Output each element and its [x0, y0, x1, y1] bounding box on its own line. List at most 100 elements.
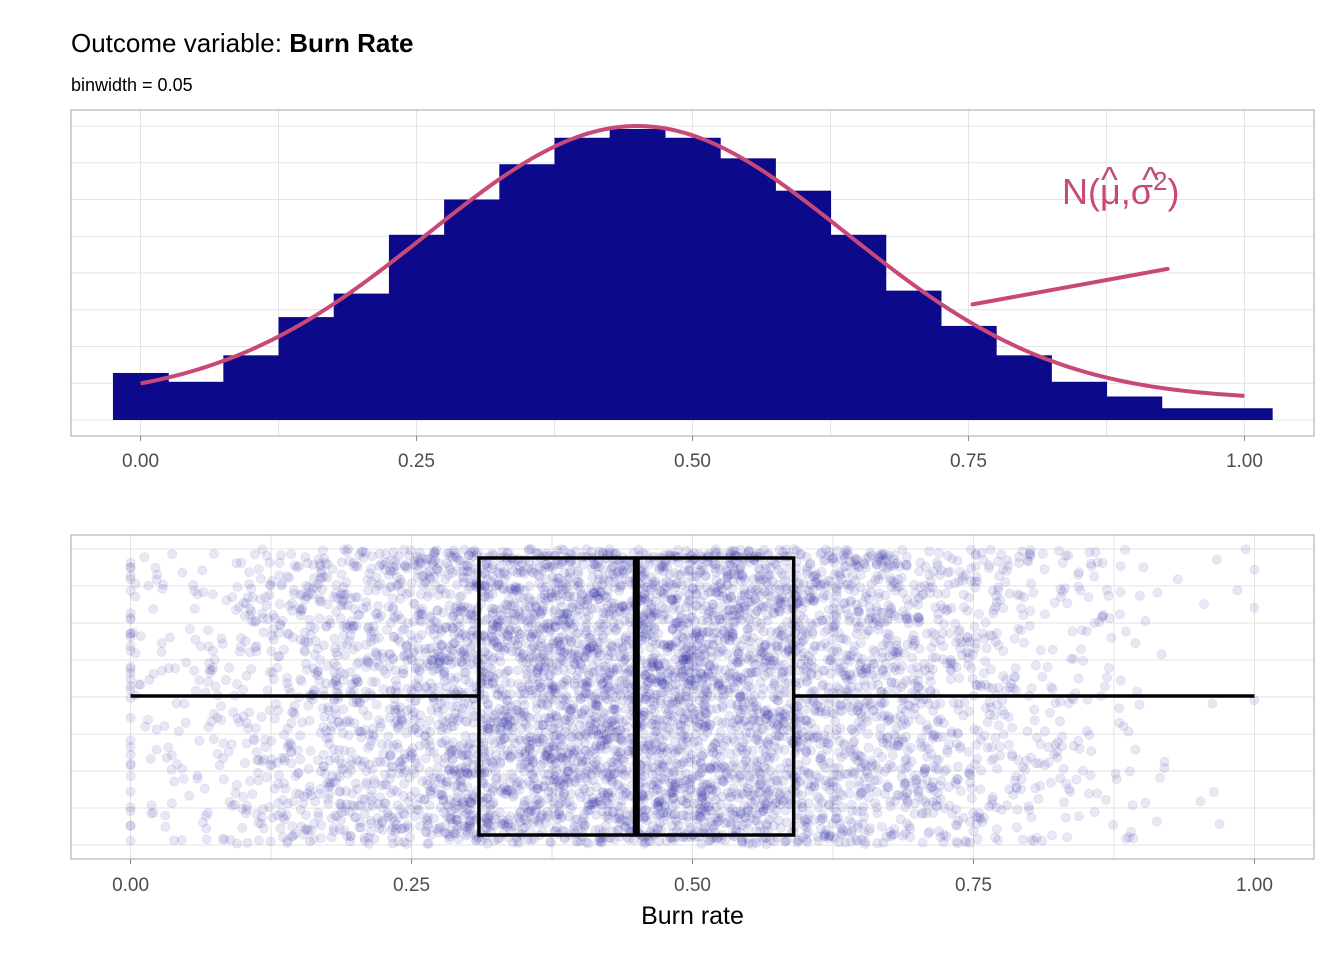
data-point — [286, 549, 297, 560]
data-point — [798, 613, 809, 624]
data-point — [1010, 663, 1021, 674]
data-point — [1071, 774, 1082, 785]
data-point — [322, 660, 333, 671]
data-point — [706, 805, 717, 816]
data-point — [203, 625, 214, 636]
data-point — [742, 823, 753, 834]
data-point — [871, 615, 882, 626]
data-point — [765, 626, 776, 637]
data-point — [674, 777, 685, 788]
data-point — [726, 628, 737, 639]
data-point — [207, 589, 218, 600]
data-point — [451, 579, 462, 590]
data-point — [580, 721, 591, 732]
data-point — [647, 820, 658, 831]
data-point — [850, 767, 861, 778]
data-point — [772, 775, 783, 786]
annotation-close: ) — [1167, 171, 1179, 212]
data-point — [758, 796, 769, 807]
data-point — [1058, 797, 1069, 808]
data-point — [1060, 550, 1071, 561]
data-point — [763, 710, 774, 721]
data-point — [669, 766, 680, 777]
data-point — [990, 832, 1001, 843]
data-point — [828, 769, 839, 780]
data-point — [778, 571, 789, 582]
data-point — [677, 735, 688, 746]
data-point — [415, 589, 426, 600]
data-point — [993, 556, 1004, 567]
data-point — [828, 553, 839, 564]
data-point — [192, 770, 203, 781]
data-point — [299, 645, 310, 656]
data-point — [463, 740, 474, 751]
data-point — [603, 694, 614, 705]
data-point — [875, 723, 886, 734]
data-point — [661, 793, 672, 804]
data-point — [668, 793, 679, 804]
data-point — [566, 664, 577, 675]
data-point — [384, 751, 395, 762]
data-point — [591, 796, 602, 807]
data-point — [1089, 807, 1100, 818]
data-point — [876, 821, 887, 832]
data-point — [840, 837, 851, 848]
data-point — [930, 629, 941, 640]
data-point — [662, 746, 673, 757]
data-point — [189, 665, 200, 676]
data-point — [430, 580, 441, 591]
histogram-bar — [609, 128, 666, 420]
data-point — [366, 631, 377, 642]
data-point — [932, 715, 943, 726]
data-point — [991, 824, 1002, 835]
data-point — [1068, 653, 1079, 664]
data-point — [210, 681, 221, 692]
data-point — [993, 582, 1004, 593]
data-point — [846, 817, 857, 828]
data-point — [380, 564, 391, 575]
data-point — [553, 559, 564, 570]
histogram-bar — [499, 164, 556, 420]
data-point — [924, 546, 935, 557]
data-point — [400, 719, 411, 730]
data-point — [687, 628, 698, 639]
data-point — [1068, 741, 1079, 752]
data-point — [709, 621, 720, 632]
data-point — [955, 743, 966, 754]
data-point — [803, 651, 814, 662]
data-point — [256, 712, 267, 723]
data-point — [125, 614, 136, 625]
histogram-bar — [664, 137, 721, 420]
data-point — [574, 788, 585, 799]
annotation-sigma: σ — [1131, 171, 1153, 212]
data-point — [380, 557, 391, 568]
data-point — [295, 610, 306, 621]
data-point — [714, 590, 725, 601]
data-point — [931, 795, 942, 806]
data-point — [125, 571, 136, 582]
data-point — [1007, 722, 1018, 733]
data-point — [749, 755, 760, 766]
data-point — [414, 547, 425, 558]
data-point — [643, 668, 654, 679]
data-point — [569, 580, 580, 591]
data-point — [338, 621, 349, 632]
data-point — [1081, 626, 1092, 637]
data-point — [581, 619, 592, 630]
data-point — [595, 740, 606, 751]
data-point — [443, 764, 454, 775]
data-point — [232, 582, 243, 593]
data-point — [1090, 547, 1101, 558]
data-point — [686, 652, 697, 663]
data-point — [314, 613, 325, 624]
data-point — [125, 628, 136, 639]
data-point — [676, 631, 687, 642]
data-point — [388, 654, 399, 665]
data-point — [934, 570, 945, 581]
data-point — [299, 636, 310, 647]
data-point — [591, 717, 602, 728]
data-point — [752, 735, 763, 746]
data-point — [148, 668, 159, 679]
histogram-bars — [112, 128, 1273, 420]
data-point — [599, 576, 610, 587]
